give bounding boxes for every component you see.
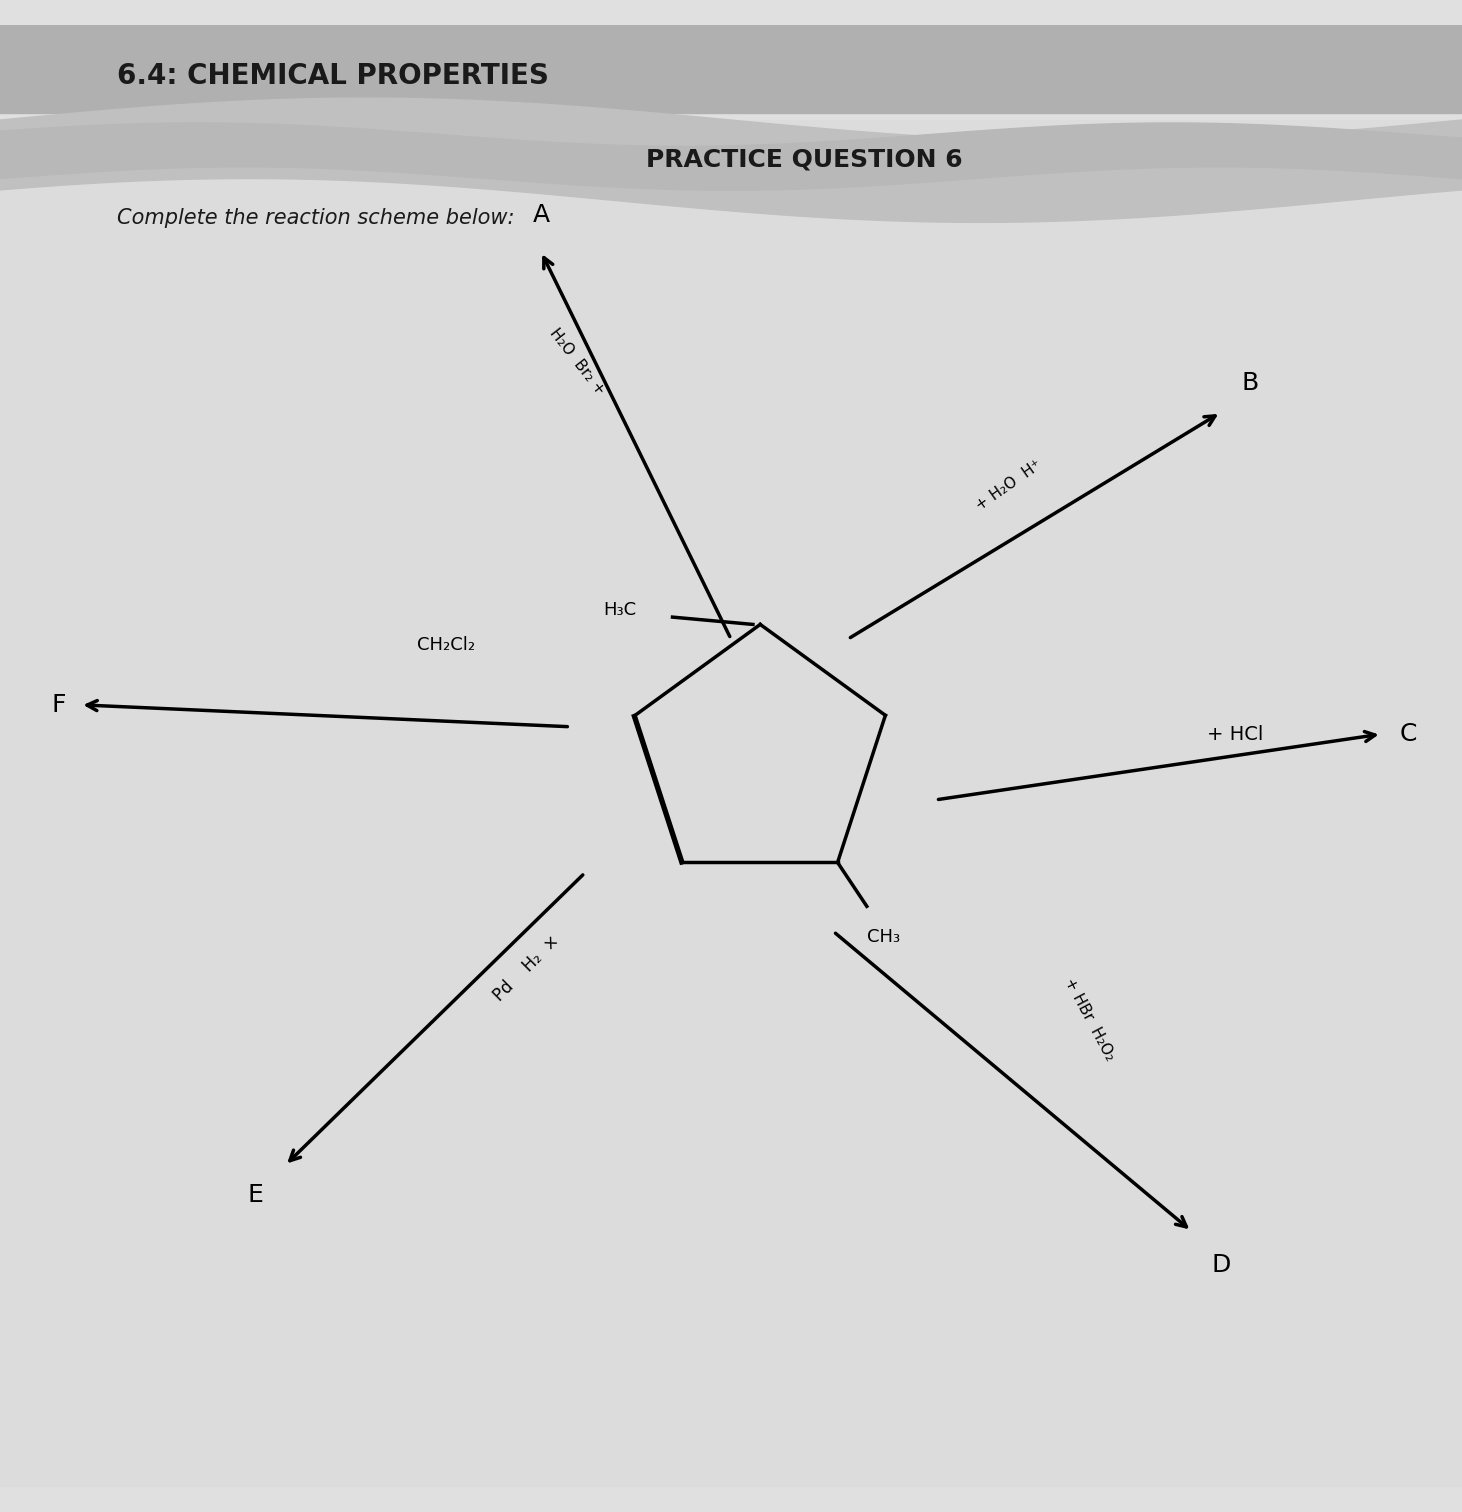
Text: H₂O  Br₂ +: H₂O Br₂ + [547,325,608,398]
Text: A: A [532,203,550,227]
Text: + HBr  H₂O₂: + HBr H₂O₂ [1061,975,1117,1063]
Text: D: D [1211,1253,1231,1276]
Text: 6.4: CHEMICAL PROPERTIES: 6.4: CHEMICAL PROPERTIES [117,62,548,91]
Text: F: F [51,692,66,717]
Text: + H₂O  H⁺: + H₂O H⁺ [974,458,1044,514]
Text: Pd    H₂  ×: Pd H₂ × [490,931,563,1004]
Text: CH₃: CH₃ [867,928,901,947]
Text: E: E [249,1182,263,1207]
Text: B: B [1241,370,1259,395]
Text: CH₂Cl₂: CH₂Cl₂ [417,635,475,653]
Text: + HCl: + HCl [1208,724,1263,744]
Text: Complete the reaction scheme below:: Complete the reaction scheme below: [117,209,515,228]
Text: H₃C: H₃C [602,600,636,618]
Text: C: C [1399,723,1417,745]
Text: PRACTICE QUESTION 6: PRACTICE QUESTION 6 [646,148,962,171]
